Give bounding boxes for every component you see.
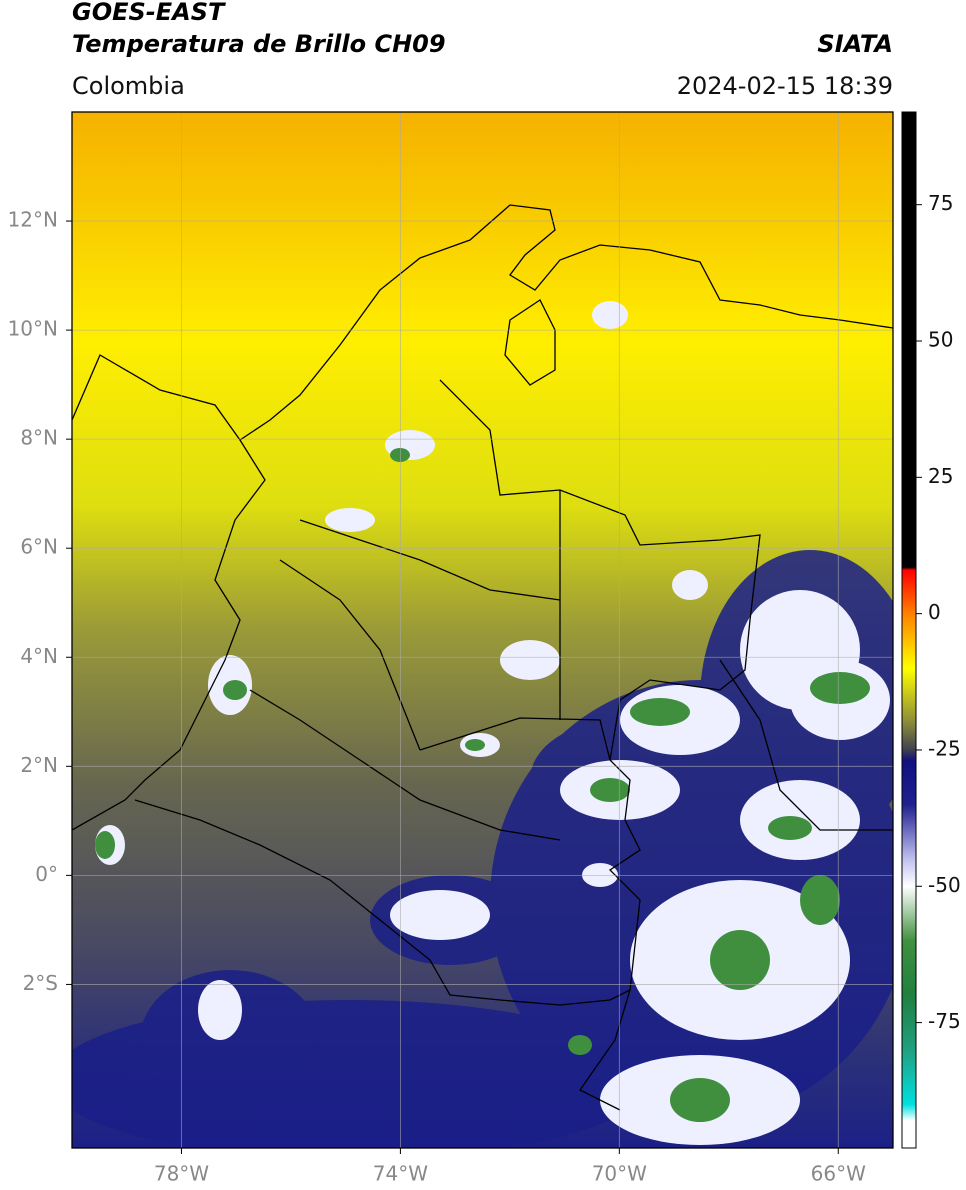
y-tick-label: 2°N: [20, 753, 58, 777]
y-tick-label: 10°N: [8, 317, 58, 341]
colorbar-tick-label: 75: [928, 191, 953, 215]
y-tick-label: 0°: [35, 862, 58, 886]
map-image: [72, 112, 893, 1148]
gridlines: [72, 112, 893, 1148]
y-tick-label: 6°N: [20, 535, 58, 559]
datetime: 2024-02-15 18:39: [677, 72, 893, 100]
x-tick-label: 74°W: [373, 1162, 428, 1186]
colorbar-tick-label: -50: [928, 873, 961, 897]
colorbar-tick-label: -25: [928, 736, 961, 760]
x-tick-label: 66°W: [811, 1162, 866, 1186]
colorbar: [901, 111, 917, 1149]
y-tick-label: 8°N: [20, 426, 58, 450]
x-tick-label: 78°W: [154, 1162, 209, 1186]
coastlines-borders: [72, 204, 893, 1111]
x-tick-label: 70°W: [592, 1162, 647, 1186]
subtitle: Temperatura de Brillo CH09: [72, 30, 446, 58]
coldest-cores: [95, 448, 870, 1122]
map-frame: [71, 111, 894, 1149]
y-tick-label: 2°S: [23, 971, 58, 995]
colorbar-tick-label: 25: [928, 464, 953, 488]
region: Colombia: [72, 72, 185, 100]
source: SIATA: [817, 30, 893, 58]
title: GOES-EAST: [72, 0, 226, 26]
colorbar-tick-label: -75: [928, 1009, 961, 1033]
colorbar-tick-label: 0: [928, 600, 941, 624]
colorbar-tick-label: 50: [928, 328, 953, 352]
y-tick-label: 12°N: [8, 208, 58, 232]
y-tick-label: 4°N: [20, 644, 58, 668]
